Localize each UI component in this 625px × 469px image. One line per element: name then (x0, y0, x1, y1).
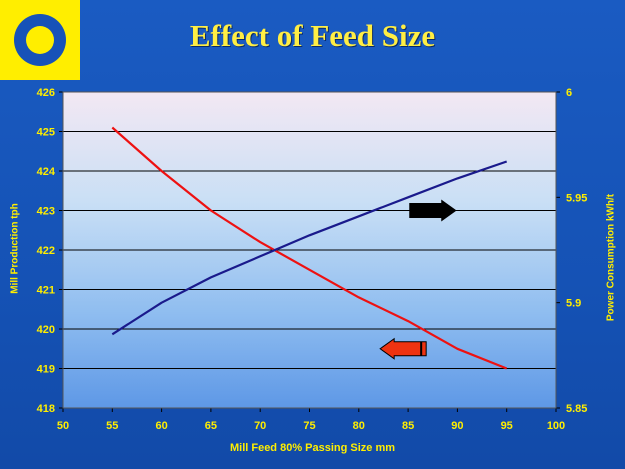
x-tick-label: 90 (451, 420, 463, 432)
y-tick-label: 423 (37, 206, 55, 218)
x-tick-label: 75 (303, 420, 315, 432)
ring-logo-icon (14, 14, 66, 66)
plot-border (62, 91, 557, 409)
y-tick-label: 426 (37, 87, 55, 99)
mill-production-line (111, 126, 508, 370)
right-arrow-icon (409, 199, 457, 222)
x-tick-label: 80 (353, 420, 365, 432)
power-consumption-line (111, 160, 508, 336)
x-tick-label: 55 (106, 420, 118, 432)
y-axis-label: Mill Production tph (9, 203, 21, 294)
y-tick-label: 418 (37, 403, 55, 415)
y-tick-label: 421 (37, 285, 55, 297)
y2-tick-label: 6 (566, 87, 572, 99)
logo (0, 0, 80, 80)
x-tick-label: 60 (155, 420, 167, 432)
y-tick-label: 425 (37, 127, 55, 139)
y2-tick-label: 5.9 (566, 298, 581, 310)
y-tick-label: 422 (37, 245, 55, 257)
x-tick-label: 95 (501, 420, 513, 432)
y2-tick-label: 5.95 (566, 192, 587, 204)
y-tick-label: 424 (37, 166, 56, 178)
x-tick-label: 70 (254, 420, 266, 432)
y2-axis-label: Power Consumption kWh/t (605, 193, 617, 322)
y-tick-label: 420 (37, 324, 55, 336)
page-title: Effect of Feed Size (189, 18, 436, 53)
x-tick-label: 100 (547, 420, 565, 432)
x-axis-label: Mill Feed 80% Passing Size mm (229, 442, 396, 454)
y-tick-label: 419 (37, 364, 55, 376)
y2-tick-label: 5.85 (566, 403, 587, 415)
x-tick-label: 85 (402, 420, 414, 432)
x-tick-label: 65 (205, 420, 217, 432)
x-tick-label: 50 (57, 420, 69, 432)
